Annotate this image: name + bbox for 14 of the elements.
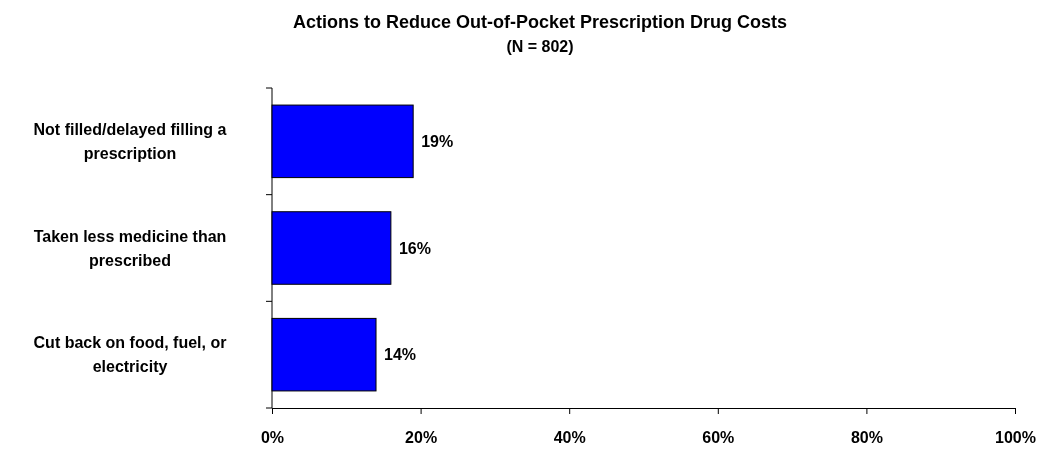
- y-tick-label: Cut back on food, fuel, or electricity: [33, 334, 227, 376]
- x-tick-label: 60%: [702, 428, 735, 446]
- chart-subtitle: (N = 802): [506, 38, 574, 55]
- x-tick-label: 20%: [405, 428, 438, 446]
- x-tick-label: 80%: [850, 428, 883, 446]
- chart-title: Actions to Reduce Out-of-Pocket Prescription Drug Costs: [292, 12, 788, 32]
- x-tick-label: 0%: [260, 428, 285, 446]
- x-tick-label: 40%: [553, 428, 586, 446]
- data-label: 14%: [384, 346, 417, 364]
- data-label: 19%: [421, 132, 454, 150]
- data-label: 16%: [398, 239, 431, 257]
- y-tick-label: Taken less medicine than prescribed: [33, 227, 227, 269]
- y-tick-label: Not filled/delayed filling a prescription: [33, 120, 227, 162]
- x-tick-label: 100%: [995, 428, 1036, 446]
